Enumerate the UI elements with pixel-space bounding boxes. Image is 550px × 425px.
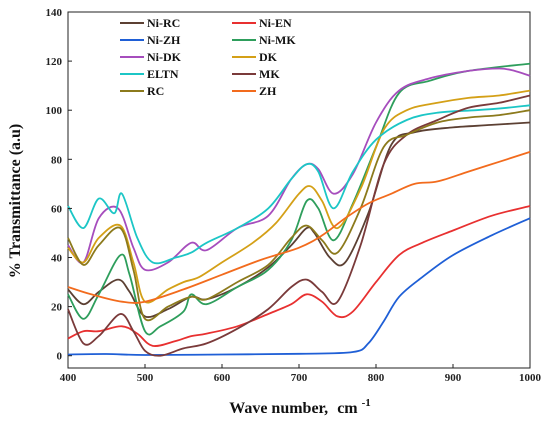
y-tick-label: 120 <box>46 56 63 68</box>
x-axis-label-text: Wave number, <box>229 400 328 417</box>
legend-label-eltn: ELTN <box>147 67 179 81</box>
y-axis-label: % Transmittance (a.u) <box>7 124 24 279</box>
y-tick-label: 100 <box>46 105 63 117</box>
x-tick-label: 800 <box>368 372 385 384</box>
legend-label-zh: ZH <box>259 84 277 98</box>
series-line-zh <box>67 151 531 304</box>
series-line-dk <box>67 89 531 304</box>
y-tick-label: 60 <box>51 203 63 215</box>
x-axis-label-unit: cm <box>337 400 358 417</box>
series-line-ni-zh <box>67 217 531 356</box>
ticks-layer: 400 500 600 700 800 900 1000 0 20 40 60 80 100 120 140 <box>46 7 542 384</box>
x-tick-label: 600 <box>214 372 231 384</box>
legend-label-ni-zh: Ni-ZH <box>147 33 181 47</box>
x-tick-label: 700 <box>291 372 308 384</box>
series-line-rc <box>67 109 531 322</box>
x-tick-label: 900 <box>445 372 462 384</box>
series-line-eltn <box>67 104 531 265</box>
x-axis-label: Wave number, cm -1 <box>229 397 371 417</box>
y-tick-label: 0 <box>57 351 63 363</box>
x-axis-label-unit-exponent: -1 <box>362 397 371 409</box>
x-tick-label: 400 <box>60 372 77 384</box>
y-tick-label: 80 <box>51 154 63 166</box>
y-tick-label: 140 <box>46 7 63 19</box>
y-tick-label: 20 <box>51 302 63 314</box>
series-line-mk <box>67 94 531 357</box>
series-line-ni-mk <box>67 62 531 336</box>
legend: Ni-RC Ni-EN Ni-ZH Ni-MK Ni-DK DK ELTN MK RC ZH <box>120 16 296 98</box>
plot-frame <box>67 11 531 369</box>
legend-label-mk: MK <box>259 67 280 81</box>
y-axis-label-group: % Transmittance (a.u) <box>7 124 24 279</box>
series-line-ni-en <box>67 205 531 347</box>
legend-label-ni-en: Ni-EN <box>259 16 292 30</box>
x-tick-label: 500 <box>137 372 154 384</box>
plot-border <box>67 11 531 369</box>
y-tick-label: 40 <box>51 253 63 265</box>
legend-label-ni-mk: Ni-MK <box>259 33 296 47</box>
legend-label-rc: RC <box>147 84 164 98</box>
series-layer <box>67 62 531 357</box>
legend-label-ni-dk: Ni-DK <box>147 50 182 64</box>
legend-label-dk: DK <box>259 50 278 64</box>
x-tick-label: 1000 <box>519 372 542 384</box>
legend-label-ni-rc: Ni-RC <box>147 16 180 30</box>
